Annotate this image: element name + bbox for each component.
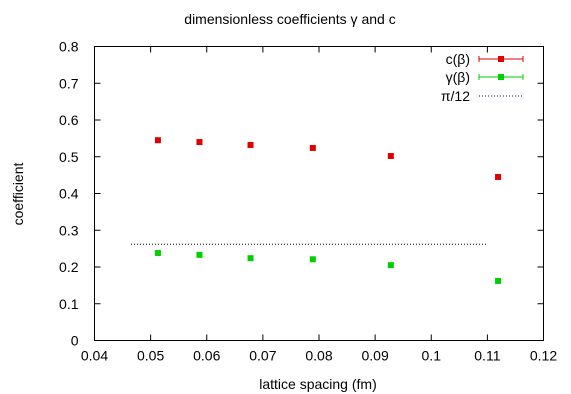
- legend-marker: [498, 74, 504, 80]
- x-tick-label: 0.08: [305, 348, 332, 364]
- plot-area: [130, 137, 502, 284]
- y-tick-label: 0.8: [59, 39, 79, 55]
- x-tick-label: 0.05: [137, 348, 164, 364]
- y-tick-label: 0.7: [59, 75, 79, 91]
- x-axis: 0.04 0.05 0.06 0.07 0.08 0.09 0.1 0.11 0.12: [81, 46, 557, 364]
- data-point: [196, 139, 203, 146]
- data-point: [309, 144, 316, 151]
- x-tick-label: 0.11: [474, 348, 500, 364]
- x-tick-label: 0.12: [530, 348, 557, 364]
- y-tick-label: 0.3: [59, 222, 79, 238]
- y-tick-label: 0.6: [59, 112, 79, 128]
- y-tick-label: 0.2: [59, 259, 79, 275]
- data-point: [154, 137, 161, 144]
- legend: c(β) γ(β) π/12: [441, 51, 524, 104]
- data-point: [495, 173, 502, 180]
- legend-label: π/12: [441, 88, 470, 104]
- data-point: [196, 251, 203, 258]
- chart-title: dimensionless coefficients γ and c: [184, 11, 395, 27]
- x-tick-label: 0.09: [362, 348, 389, 364]
- series-2: [154, 250, 502, 284]
- y-tick-label: 0.1: [59, 296, 79, 312]
- x-tick-label: 0.04: [81, 348, 108, 364]
- data-point: [495, 277, 502, 284]
- plot-frame: [94, 46, 544, 341]
- data-point: [247, 141, 254, 148]
- data-point: [154, 250, 161, 257]
- y-axis-label: coefficient: [10, 162, 26, 225]
- series-1: [154, 137, 502, 180]
- data-point: [387, 262, 394, 269]
- y-tick-label: 0.4: [59, 186, 79, 202]
- x-tick-label: 0.1: [422, 348, 442, 364]
- legend-label: γ(β): [446, 69, 470, 85]
- x-axis-label: lattice spacing (fm): [259, 376, 376, 392]
- data-point: [309, 256, 316, 263]
- data-point: [247, 255, 254, 262]
- x-tick-label: 0.07: [249, 348, 276, 364]
- y-tick-label: 0.5: [59, 149, 79, 165]
- legend-label: c(β): [446, 51, 470, 67]
- data-point: [387, 153, 394, 160]
- y-tick-label: 0: [71, 333, 79, 349]
- x-tick-label: 0.06: [193, 348, 220, 364]
- y-axis: 0 0.1 0.2 0.3 0.4 0.5 0.6 0.7 0.8: [59, 39, 544, 349]
- legend-marker: [498, 56, 504, 62]
